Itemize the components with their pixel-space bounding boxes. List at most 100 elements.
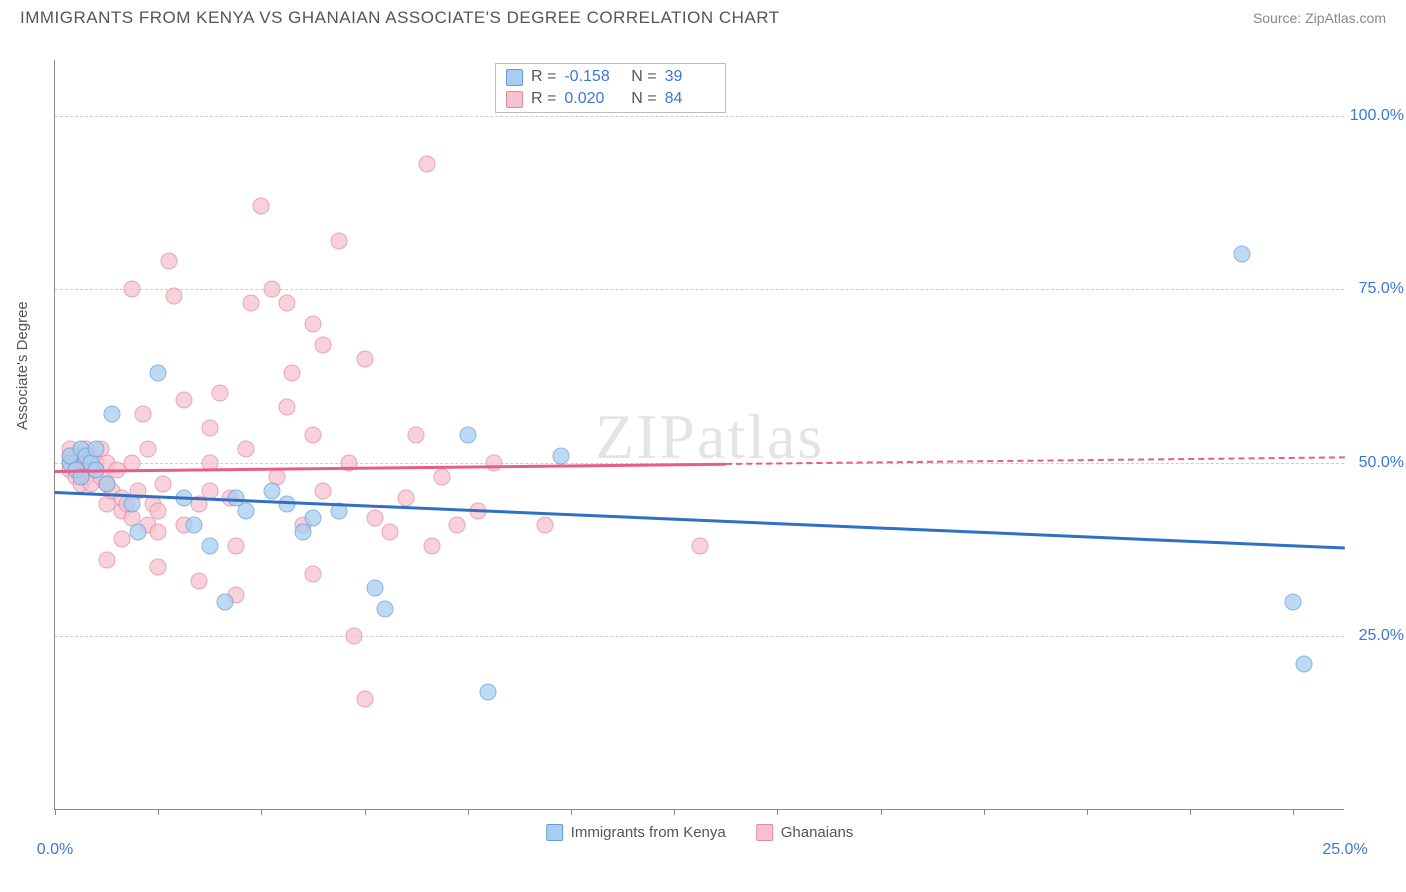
ghana-swatch — [756, 824, 773, 841]
legend-item-kenya: Immigrants from Kenya — [546, 824, 726, 841]
ghana-point — [237, 440, 254, 457]
ghana-point — [537, 517, 554, 534]
kenya-point — [124, 496, 141, 513]
ghana-point — [305, 565, 322, 582]
kenya-point — [279, 496, 296, 513]
kenya-point — [150, 364, 167, 381]
ghana-point — [397, 489, 414, 506]
legend-label: Ghanaians — [781, 824, 854, 841]
stats-legend: R =-0.158 N =39 R = 0.020 N = 84 — [495, 63, 726, 113]
kenya-point — [98, 475, 115, 492]
ghana-point — [346, 628, 363, 645]
chart-source: Source: ZipAtlas.com — [1253, 10, 1386, 26]
x-tick-mark — [1087, 809, 1088, 815]
ghana-point — [191, 572, 208, 589]
ghana-point — [366, 510, 383, 527]
ghana-point — [114, 531, 131, 548]
kenya-point — [217, 593, 234, 610]
stats-row-kenya: R =-0.158 N =39 — [506, 66, 715, 88]
kenya-swatch — [546, 824, 563, 841]
kenya-point — [366, 579, 383, 596]
y-tick-label: 100.0% — [1349, 107, 1404, 125]
y-axis-title: Associate's Degree — [14, 301, 31, 430]
legend-item-ghana: Ghanaians — [756, 824, 854, 841]
x-tick-mark — [571, 809, 572, 815]
kenya-point — [103, 406, 120, 423]
ghana-point — [150, 558, 167, 575]
gridline — [55, 116, 1344, 117]
kenya-point — [186, 517, 203, 534]
ghana-point — [305, 427, 322, 444]
kenya-point — [552, 447, 569, 464]
ghana-point — [692, 538, 709, 555]
ghana-point — [356, 350, 373, 367]
ghana-swatch — [506, 91, 523, 108]
r-value: -0.158 — [564, 68, 614, 86]
ghana-point — [165, 288, 182, 305]
kenya-point — [263, 482, 280, 499]
ghana-point — [139, 440, 156, 457]
x-tick-mark — [1190, 809, 1191, 815]
ghana-point — [150, 524, 167, 541]
x-tick-mark — [468, 809, 469, 815]
kenya-point — [377, 600, 394, 617]
ghana-point — [408, 427, 425, 444]
kenya-point — [459, 427, 476, 444]
chart-title: IMMIGRANTS FROM KENYA VS GHANAIAN ASSOCI… — [20, 8, 780, 28]
gridline — [55, 289, 1344, 290]
kenya-swatch — [506, 69, 523, 86]
ghana-point — [315, 336, 332, 353]
kenya-point — [237, 503, 254, 520]
n-label: N = — [622, 90, 656, 108]
ghana-point — [212, 385, 229, 402]
ghana-point — [315, 482, 332, 499]
ghana-point — [356, 690, 373, 707]
x-tick-mark — [365, 809, 366, 815]
x-tick-mark — [674, 809, 675, 815]
ghana-point — [382, 524, 399, 541]
legend-label: Immigrants from Kenya — [571, 824, 726, 841]
series-legend: Immigrants from Kenya Ghanaians — [546, 824, 854, 841]
y-tick-label: 50.0% — [1349, 454, 1404, 472]
y-tick-label: 75.0% — [1349, 280, 1404, 298]
ghana-point — [150, 503, 167, 520]
ghana-point — [124, 281, 141, 298]
stats-row-ghana: R = 0.020 N = 84 — [506, 88, 715, 110]
x-tick-mark — [1293, 809, 1294, 815]
ghana-point — [423, 538, 440, 555]
y-tick-label: 25.0% — [1349, 627, 1404, 645]
ghana-point — [485, 454, 502, 471]
ghana-point — [201, 420, 218, 437]
ghana-point — [155, 475, 172, 492]
kenya-point — [88, 440, 105, 457]
ghana-trendline — [55, 462, 726, 472]
ghana-point — [160, 253, 177, 270]
ghana-point — [263, 281, 280, 298]
kenya-point — [1295, 656, 1312, 673]
kenya-point — [201, 538, 218, 555]
x-tick-mark — [55, 809, 56, 815]
x-tick-label: 25.0% — [1322, 841, 1367, 859]
ghana-point — [253, 197, 270, 214]
ghana-point — [227, 538, 244, 555]
ghana-point — [243, 295, 260, 312]
x-tick-mark — [984, 809, 985, 815]
ghana-point — [330, 232, 347, 249]
x-tick-label: 0.0% — [37, 841, 73, 859]
ghana-point — [449, 517, 466, 534]
r-value: 0.020 — [564, 90, 614, 108]
ghana-point — [176, 392, 193, 409]
kenya-point — [294, 524, 311, 541]
ghana-point — [305, 315, 322, 332]
x-tick-mark — [261, 809, 262, 815]
ghana-point — [284, 364, 301, 381]
kenya-point — [480, 683, 497, 700]
ghana-point — [134, 406, 151, 423]
x-tick-mark — [881, 809, 882, 815]
kenya-point — [1233, 246, 1250, 263]
ghana-point — [279, 399, 296, 416]
kenya-point — [305, 510, 322, 527]
r-label: R = — [531, 90, 556, 108]
ghana-point — [418, 156, 435, 173]
n-value: 84 — [665, 90, 715, 108]
